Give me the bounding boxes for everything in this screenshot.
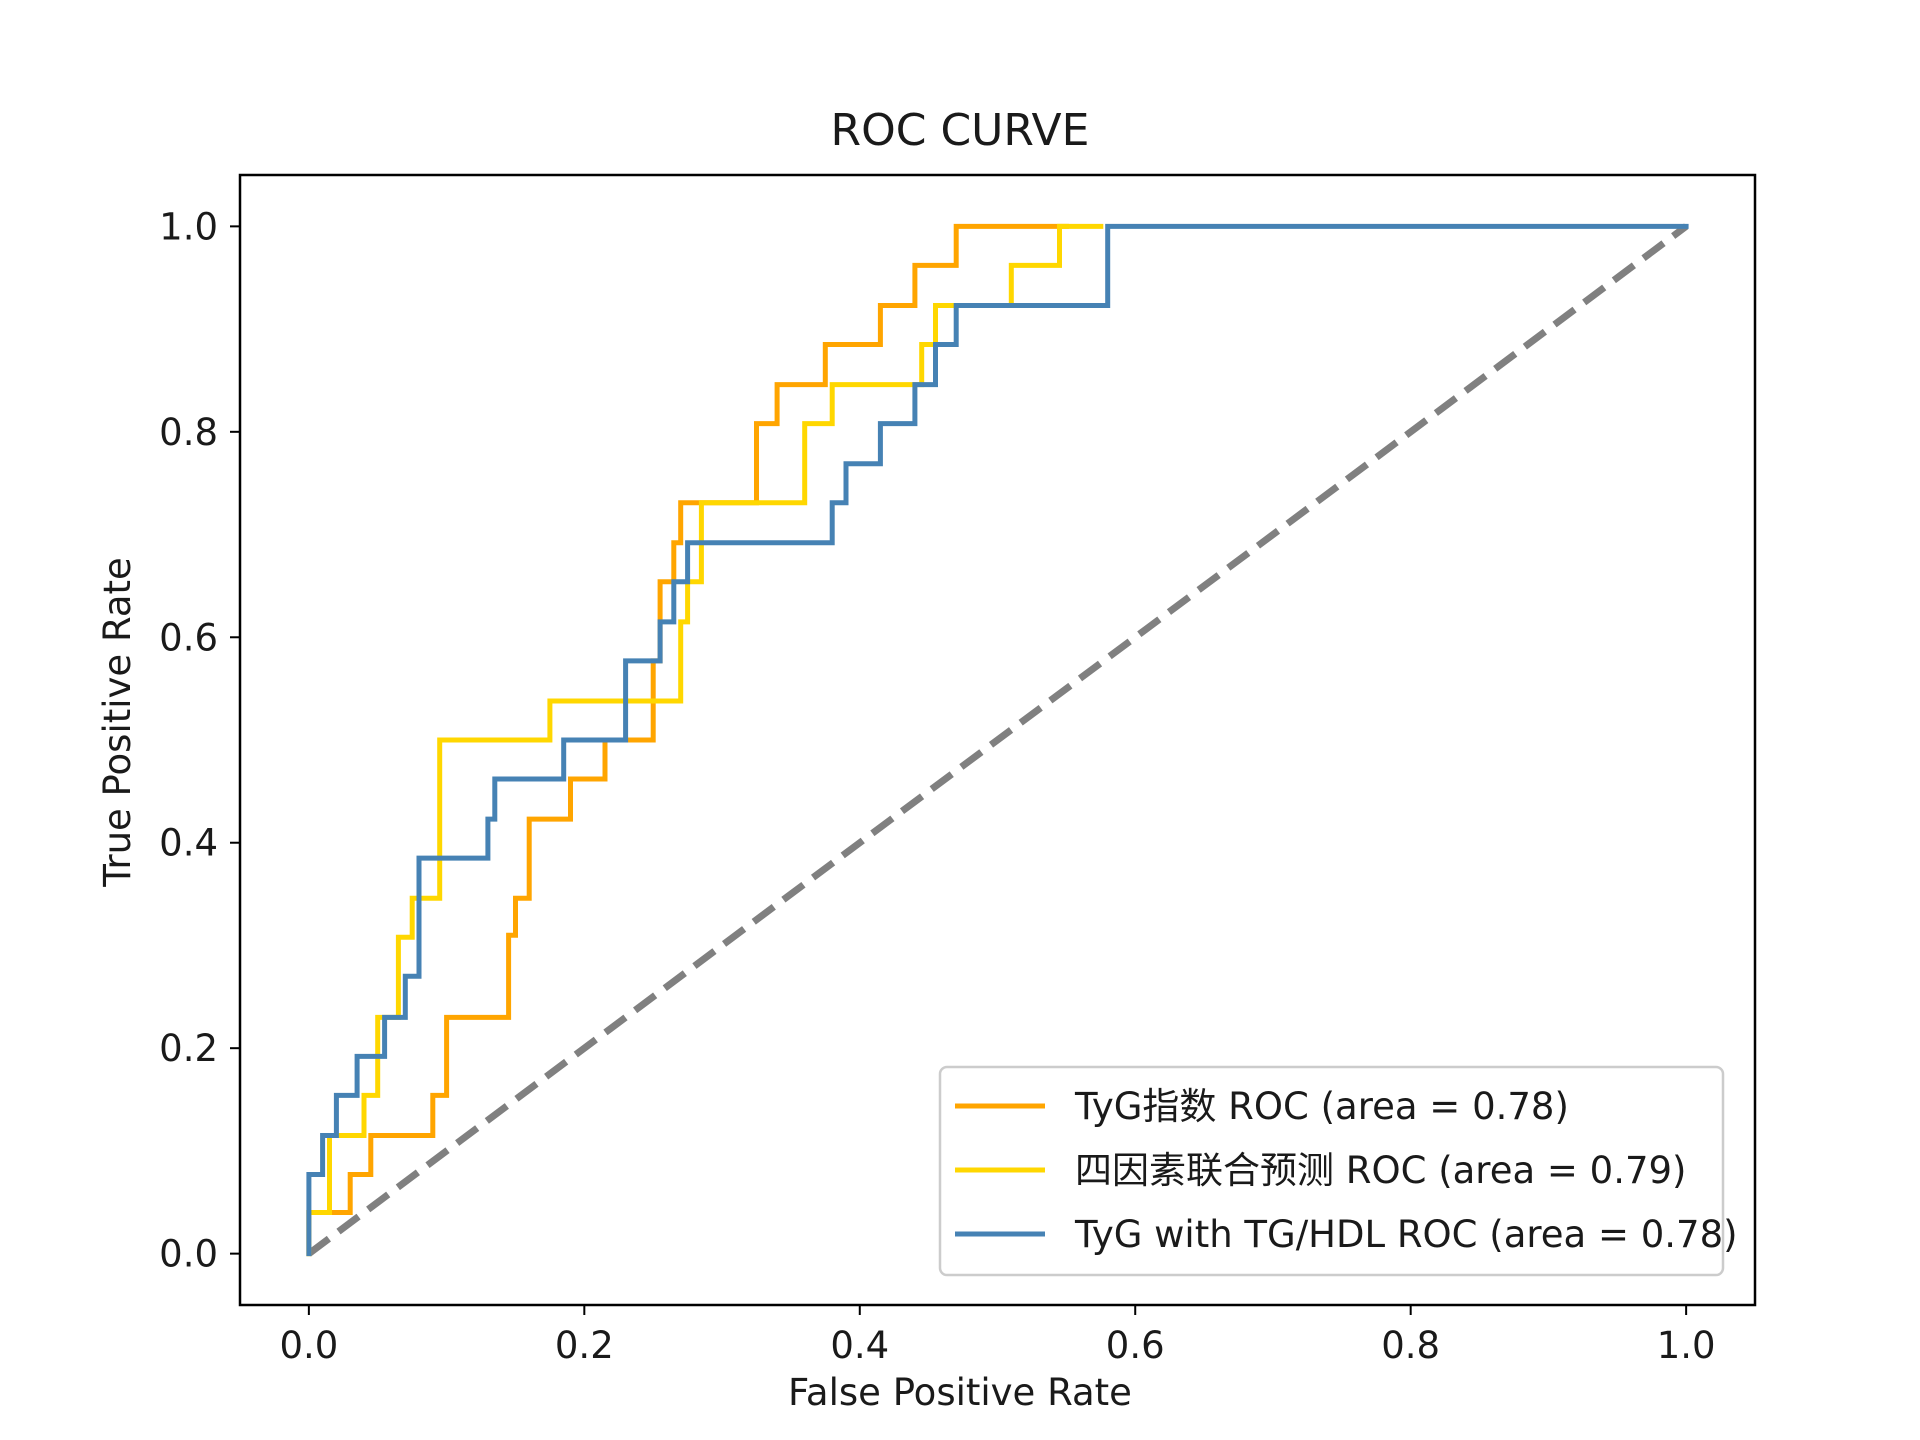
x-axis-label: False Positive Rate [788, 1371, 1132, 1414]
x-tick-label: 0.2 [555, 1324, 614, 1367]
y-tick-label: 0.8 [159, 411, 218, 454]
x-axis: 0.0 0.2 0.4 0.6 0.8 1.0 [279, 1305, 1716, 1367]
y-axis: 0.0 0.2 0.4 0.6 0.8 1.0 [159, 205, 240, 1276]
x-tick-label: 1.0 [1657, 1324, 1716, 1367]
legend-label-1: TyG指数 ROC (area = 0.78) [1074, 1085, 1569, 1128]
series-line-1 [306, 223, 1069, 1257]
legend-label-2: 四因素联合预测 ROC (area = 0.79) [1075, 1149, 1686, 1192]
legend-label-3: TyG with TG/HDL ROC (area = 0.78) [1074, 1213, 1738, 1256]
legend-box [938, 1065, 1725, 1277]
x-tick-label: 0.4 [830, 1324, 889, 1367]
y-tick-label: 0.2 [159, 1027, 218, 1070]
y-tick-label: 0.0 [159, 1233, 218, 1276]
x-tick-label: 0.0 [279, 1324, 338, 1367]
plot-frame [238, 173, 1757, 1307]
reference-diagonal-line [306, 223, 1689, 1257]
legend: TyG指数 ROC (area = 0.78) 四因素联合预测 ROC (area… [938, 1065, 1738, 1277]
series-line-3 [306, 223, 1689, 1257]
chart-title: ROC CURVE [831, 105, 1090, 156]
y-tick-label: 1.0 [159, 205, 218, 248]
y-axis-label: True Positive Rate [96, 557, 139, 888]
y-tick-label: 0.4 [159, 822, 218, 865]
x-tick-label: 0.6 [1106, 1324, 1165, 1367]
y-tick-label: 0.6 [159, 616, 218, 659]
x-tick-label: 0.8 [1381, 1324, 1440, 1367]
